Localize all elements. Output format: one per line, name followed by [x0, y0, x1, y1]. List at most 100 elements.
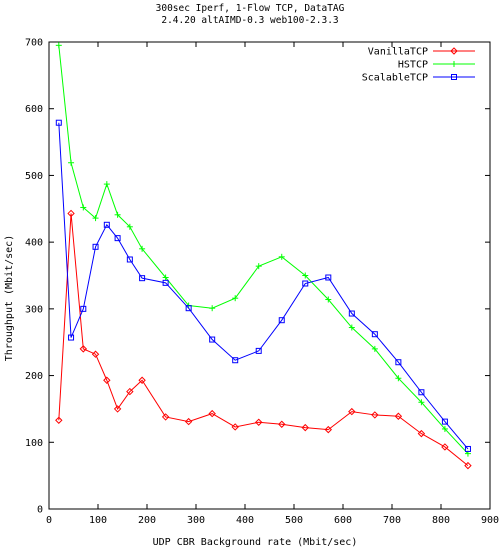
data-point	[348, 407, 356, 416]
data-point	[209, 305, 216, 312]
series-vanillatcp	[55, 209, 472, 470]
data-point	[79, 345, 88, 353]
y-tick-label: 500	[25, 171, 43, 182]
data-point	[184, 417, 193, 426]
axes: 0 100 200 300 400 500 600 700 800 900 0 100 200 300 40…	[25, 38, 499, 527]
y-tick-label: 400	[25, 238, 43, 249]
legend: VanillaTCP HSTCP ScalableTCP	[362, 47, 475, 84]
series-layer	[55, 42, 472, 470]
data-point	[55, 416, 63, 424]
x-tick-label: 600	[334, 515, 352, 526]
legend-marker	[451, 61, 457, 67]
data-point	[418, 389, 425, 396]
data-point	[103, 221, 110, 228]
data-point	[417, 429, 426, 438]
legend-marker	[451, 74, 457, 80]
x-axis-label: UDP CBR Background rate (Mbit/sec)	[153, 537, 358, 548]
series-hstcp	[55, 42, 471, 457]
y-tick-label: 700	[25, 38, 43, 49]
data-point	[113, 405, 122, 413]
y-tick-label: 100	[25, 438, 43, 449]
data-point	[302, 272, 309, 279]
data-point	[126, 223, 133, 230]
x-tick-label: 800	[432, 515, 450, 526]
y-tick-label: 0	[37, 505, 43, 516]
data-point	[114, 235, 121, 242]
legend-label: VanillaTCP	[368, 47, 428, 58]
data-point	[162, 279, 169, 286]
y-tick-label: 200	[25, 371, 43, 382]
plot-frame	[48, 41, 491, 510]
data-point	[103, 376, 111, 384]
legend-marker	[450, 47, 458, 55]
legend-label: ScalableTCP	[362, 73, 428, 84]
data-point	[138, 376, 146, 384]
data-point	[255, 418, 263, 426]
data-point	[209, 336, 216, 343]
data-point	[348, 324, 355, 331]
data-point	[103, 181, 110, 188]
data-point	[371, 411, 379, 419]
data-point	[55, 119, 62, 126]
data-point	[92, 215, 99, 222]
data-point	[441, 425, 448, 432]
data-point	[126, 256, 133, 263]
series-line-hstcp	[58, 45, 469, 454]
data-point	[278, 317, 285, 324]
data-point	[232, 295, 239, 302]
data-point	[394, 412, 403, 420]
data-point	[464, 445, 471, 452]
data-point	[348, 310, 355, 317]
data-point	[67, 209, 75, 218]
legend-label: HSTCP	[398, 60, 428, 71]
y-tick-label: 600	[25, 104, 43, 115]
x-tick-label: 300	[187, 515, 205, 526]
x-tick-label: 900	[481, 515, 499, 526]
data-point	[162, 274, 169, 281]
data-point	[371, 345, 378, 352]
data-point	[80, 305, 87, 312]
data-point	[91, 350, 100, 358]
data-point	[441, 418, 448, 425]
series-line-vanillatcp	[58, 213, 469, 467]
data-point	[55, 42, 62, 49]
data-point	[395, 359, 402, 366]
data-point	[278, 253, 285, 260]
data-point	[80, 204, 87, 211]
chart-title: 300sec Iperf, 1-Flow TCP, DataTAG	[156, 3, 345, 14]
data-point	[139, 245, 146, 252]
x-tick-label: 200	[138, 515, 156, 526]
data-point	[68, 159, 75, 166]
data-point	[68, 334, 75, 341]
x-tick-label: 0	[46, 515, 52, 526]
data-point	[255, 347, 262, 354]
data-point	[232, 357, 239, 364]
data-point	[139, 275, 146, 282]
data-point	[324, 425, 333, 434]
data-point	[92, 243, 99, 250]
data-point	[325, 274, 332, 281]
y-axis-label: Throughput (Mbit/sec)	[4, 235, 15, 361]
x-tick-label: 400	[236, 515, 254, 526]
data-point	[185, 305, 192, 312]
data-point	[302, 280, 309, 287]
series-scalabletcp	[55, 119, 471, 452]
data-point	[278, 420, 286, 428]
data-point	[464, 461, 472, 470]
series-line-scalabletcp	[58, 122, 469, 450]
data-point	[418, 399, 425, 406]
data-point	[208, 409, 216, 418]
data-point	[371, 331, 378, 338]
data-point	[231, 423, 239, 431]
data-point	[395, 375, 402, 382]
x-tick-label: 500	[285, 515, 303, 526]
y-tick-label: 300	[25, 304, 43, 315]
data-point	[441, 443, 449, 451]
chart-subtitle: 2.4.20 altAIMD-0.3 web100-2.3.3	[161, 15, 338, 26]
data-point	[301, 423, 309, 432]
x-tick-label: 700	[383, 515, 401, 526]
data-point	[114, 211, 121, 218]
data-point	[255, 263, 262, 270]
